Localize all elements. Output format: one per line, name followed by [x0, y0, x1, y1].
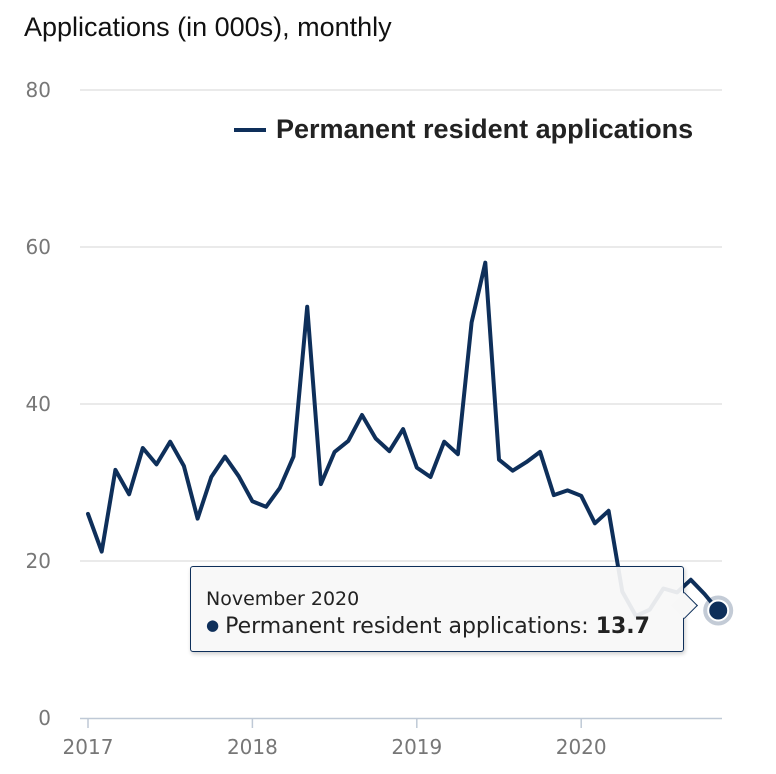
x-tick-label-2017: 2017: [63, 735, 114, 759]
tooltip-value: 13.7: [595, 614, 650, 639]
y-tick-label-40: 40: [26, 392, 51, 416]
tooltip-series-marker-icon: ●: [206, 616, 220, 634]
legend-label[interactable]: Permanent resident applications: [276, 114, 693, 144]
gridlines: [80, 89, 722, 562]
tooltip: November 2020 ● Permanent resident applic…: [190, 566, 698, 652]
x-tick-label-2020: 2020: [556, 735, 607, 759]
y-tick-label-60: 60: [26, 235, 51, 259]
y-tick-label-20: 20: [26, 549, 51, 573]
legend[interactable]: Permanent resident applications: [234, 114, 693, 144]
x-tick-label-2019: 2019: [391, 735, 442, 759]
x-axis: 2017 2018 2019 2020: [63, 717, 722, 759]
series-layer: [86, 260, 734, 626]
y-tick-label-80: 80: [26, 78, 51, 102]
highlight-point: [707, 599, 730, 622]
y-tick-label-0: 0: [38, 706, 51, 730]
series-line-0: [86, 260, 721, 618]
chart-title: Applications (in 000s), monthly: [24, 12, 392, 42]
x-tick-label-2018: 2018: [227, 735, 278, 759]
tooltip-date: November 2020: [206, 588, 360, 610]
tooltip-series-name: Permanent resident applications:: [225, 614, 589, 639]
y-axis: 0 20 40 60 80: [26, 78, 51, 730]
tooltip-row: ● Permanent resident applications: 13.7: [206, 614, 650, 639]
